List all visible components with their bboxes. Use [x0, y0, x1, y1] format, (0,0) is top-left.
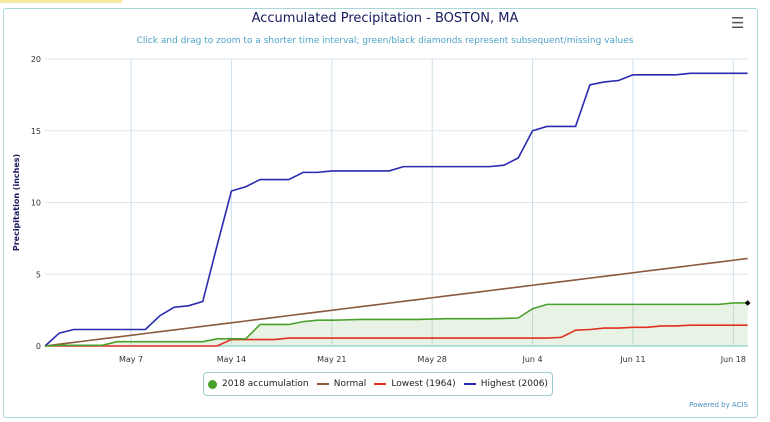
- y-tick-label: 15: [31, 127, 41, 136]
- hamburger-icon[interactable]: ☰: [731, 14, 745, 32]
- chart-subtitle: Click and drag to zoom to a shorter time…: [136, 36, 634, 46]
- legend-marker: [208, 379, 218, 389]
- legend: 2018 accumulation Normal Lowest (1964) H…: [203, 372, 553, 396]
- x-tick-label: May 7: [119, 355, 143, 364]
- x-tick-label: May 14: [217, 355, 246, 364]
- x-tick-label: May 21: [317, 355, 346, 364]
- y-tick-label: 20: [31, 55, 41, 64]
- legend-marker: [374, 383, 387, 385]
- legend-label: 2018 accumulation: [222, 379, 309, 389]
- missing-value-diamond: [744, 300, 751, 306]
- x-tick-label: May 28: [418, 355, 447, 364]
- series-line-2018: [44, 302, 748, 347]
- x-tick-label: Jun 11: [619, 355, 645, 364]
- series-line-normal: [44, 257, 748, 347]
- y-tick-label: 5: [36, 270, 41, 279]
- powered-by-link[interactable]: Powered by ACIS: [689, 401, 748, 409]
- legend-label: Lowest (1964): [391, 379, 456, 389]
- chart-frame: [3, 8, 758, 418]
- legend-marker: [463, 383, 476, 385]
- y-tick-label: 10: [31, 199, 41, 208]
- series-line-lowest: [45, 324, 748, 347]
- legend-item-lowest[interactable]: Lowest (1964): [374, 379, 456, 389]
- legend-item-2018[interactable]: 2018 accumulation: [208, 379, 309, 389]
- x-tick-label: Jun 18: [720, 355, 746, 364]
- y-tick-label: 0: [36, 342, 41, 351]
- top-tab-strip: [0, 0, 122, 3]
- y-axis-label: Precipitation (inches): [12, 154, 21, 251]
- series-line-highest: [44, 72, 748, 347]
- series-area-2018: [45, 302, 748, 346]
- chart-title: Accumulated Precipitation - BOSTON, MA: [251, 11, 519, 26]
- legend-marker: [316, 383, 329, 385]
- x-tick-label: Jun 4: [521, 355, 542, 364]
- legend-label: Normal: [333, 379, 367, 389]
- legend-label: Highest (2006): [480, 379, 548, 389]
- legend-item-normal[interactable]: Normal: [316, 379, 367, 389]
- legend-item-highest[interactable]: Highest (2006): [463, 379, 548, 389]
